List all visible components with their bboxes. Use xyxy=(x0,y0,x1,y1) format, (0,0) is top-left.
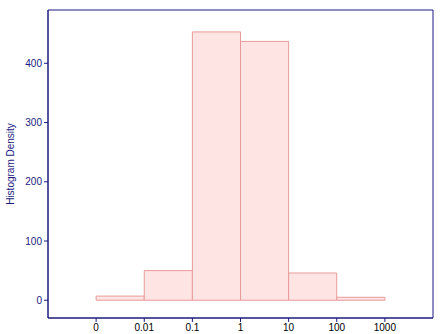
svg-text:1: 1 xyxy=(238,322,244,333)
svg-text:300: 300 xyxy=(25,117,42,128)
svg-text:10: 10 xyxy=(283,322,295,333)
svg-text:Histogram Density: Histogram Density xyxy=(8,123,16,205)
svg-text:1000: 1000 xyxy=(374,322,397,333)
svg-text:400: 400 xyxy=(25,58,42,69)
svg-text:200: 200 xyxy=(25,176,42,187)
svg-text:0.01: 0.01 xyxy=(135,322,155,333)
svg-text:0.1: 0.1 xyxy=(185,322,199,333)
svg-text:0: 0 xyxy=(36,295,42,306)
svg-text:0: 0 xyxy=(93,322,99,333)
svg-text:100: 100 xyxy=(25,236,42,247)
svg-text:100: 100 xyxy=(328,322,345,333)
